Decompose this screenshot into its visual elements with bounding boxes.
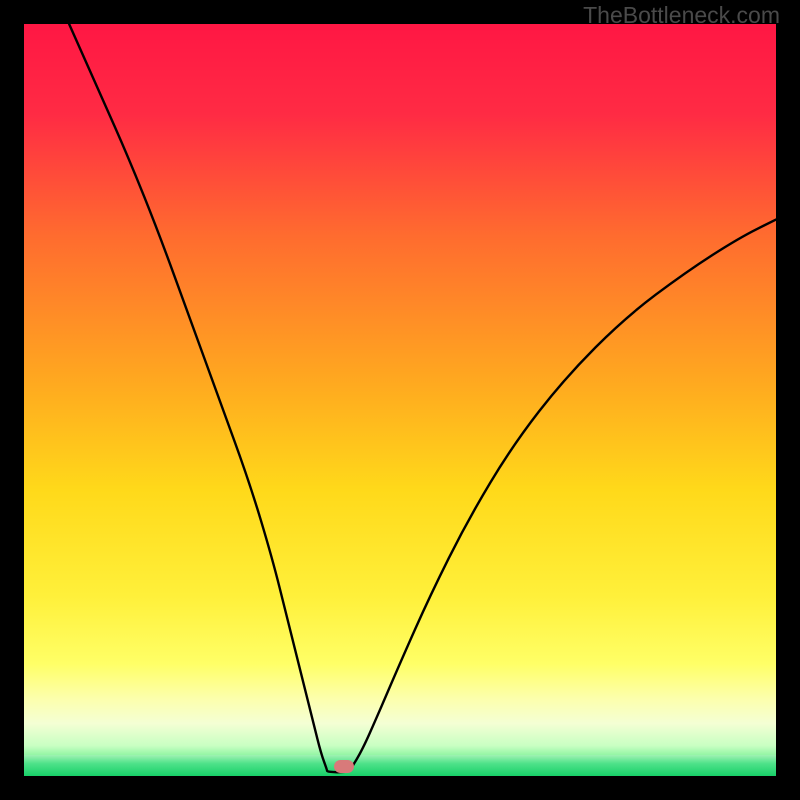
chart-frame: TheBottleneck.com [0, 0, 800, 800]
plot-area [24, 24, 776, 776]
optimal-point-marker [334, 760, 354, 773]
watermark-text: TheBottleneck.com [583, 2, 780, 29]
bottleneck-curve [24, 24, 776, 776]
